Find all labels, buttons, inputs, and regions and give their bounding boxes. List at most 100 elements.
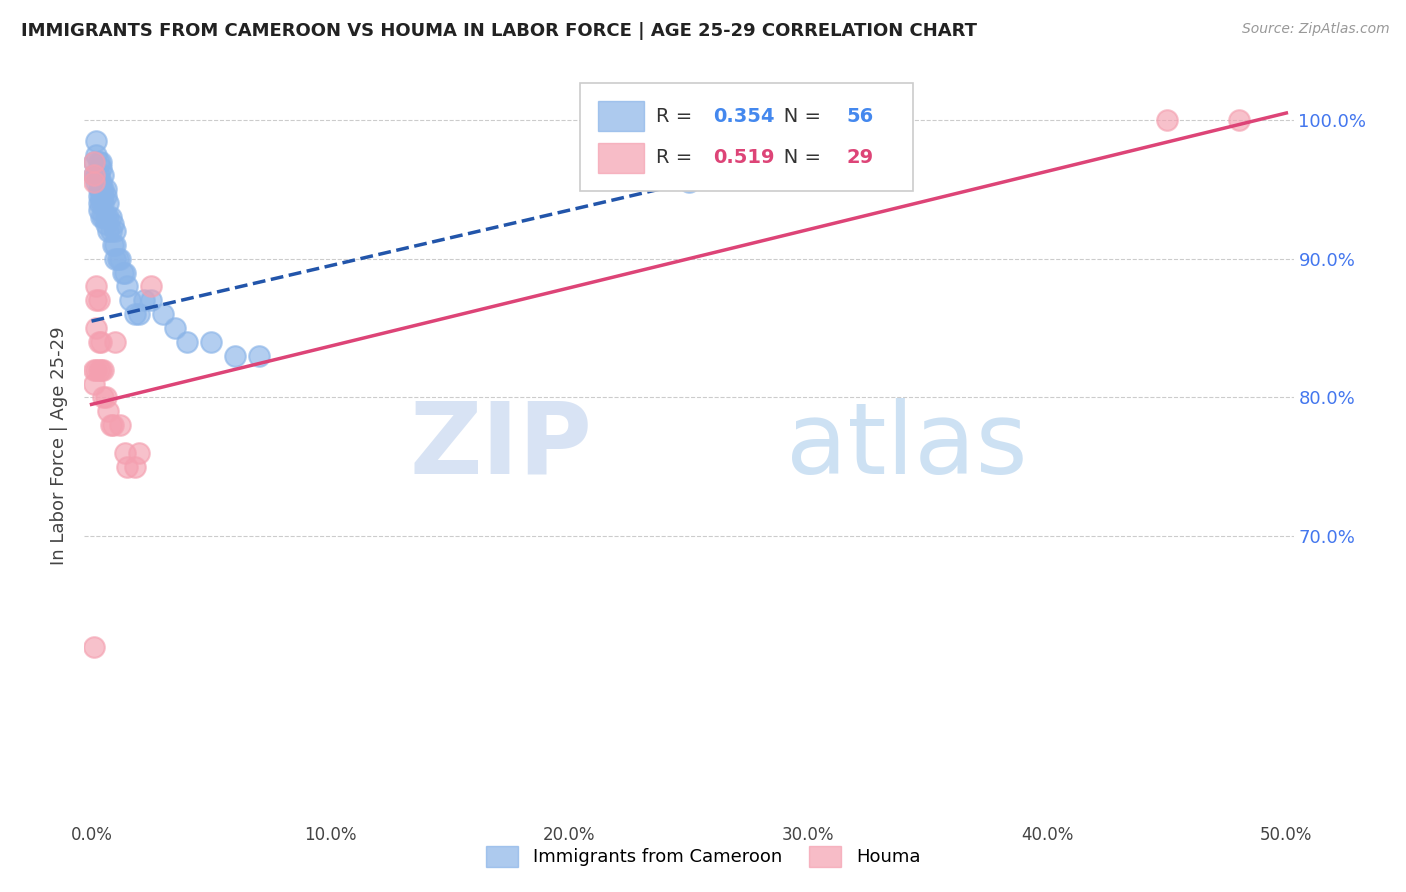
Point	[87, 189, 110, 203]
Point	[93, 210, 115, 224]
Point	[87, 182, 110, 196]
Point	[90, 196, 112, 211]
Point	[176, 334, 198, 349]
Point	[90, 175, 112, 189]
Point	[93, 182, 115, 196]
Point	[90, 182, 112, 196]
Point	[90, 210, 112, 224]
Point	[83, 376, 105, 391]
Point	[104, 237, 127, 252]
Text: 29: 29	[846, 148, 873, 167]
Point	[84, 147, 107, 161]
Point	[100, 418, 122, 433]
Y-axis label: In Labor Force | Age 25-29: In Labor Force | Age 25-29	[51, 326, 69, 566]
Text: atlas: atlas	[786, 398, 1028, 494]
Text: IMMIGRANTS FROM CAMEROON VS HOUMA IN LABOR FORCE | AGE 25-29 CORRELATION CHART: IMMIGRANTS FROM CAMEROON VS HOUMA IN LAB…	[21, 22, 977, 40]
Point	[83, 154, 105, 169]
FancyBboxPatch shape	[581, 83, 912, 191]
Point	[128, 446, 150, 460]
Point	[90, 362, 112, 376]
Point	[83, 175, 105, 189]
Point	[124, 307, 146, 321]
Point	[141, 293, 163, 308]
Point	[94, 391, 117, 405]
Point	[247, 349, 270, 363]
Point	[90, 161, 112, 176]
Text: R =: R =	[657, 148, 699, 167]
Point	[97, 210, 120, 224]
Point	[87, 196, 110, 211]
Point	[118, 293, 141, 308]
Text: N =: N =	[765, 148, 827, 167]
Point	[100, 224, 122, 238]
Point	[104, 334, 127, 349]
Point	[83, 169, 105, 183]
Point	[90, 154, 112, 169]
Text: 0.354: 0.354	[713, 107, 775, 126]
Point	[93, 391, 115, 405]
FancyBboxPatch shape	[599, 143, 644, 172]
Point	[152, 307, 174, 321]
Point	[93, 169, 115, 183]
Point	[678, 175, 700, 189]
Text: Source: ZipAtlas.com: Source: ZipAtlas.com	[1241, 22, 1389, 37]
Point	[83, 154, 105, 169]
Point	[114, 446, 136, 460]
Point	[97, 404, 120, 418]
Point	[1227, 112, 1250, 127]
Point	[84, 169, 107, 183]
Point	[141, 279, 163, 293]
Point	[83, 640, 105, 655]
Text: R =: R =	[657, 107, 699, 126]
Point	[101, 217, 124, 231]
Text: ZIP: ZIP	[409, 398, 592, 494]
Point	[94, 210, 117, 224]
Point	[108, 252, 131, 266]
Point	[94, 217, 117, 231]
Point	[128, 307, 150, 321]
Point	[87, 175, 110, 189]
Point	[87, 169, 110, 183]
Point	[84, 279, 107, 293]
Point	[84, 134, 107, 148]
Point	[111, 266, 134, 280]
Point	[94, 182, 117, 196]
Point	[104, 224, 127, 238]
Point	[93, 196, 115, 211]
Point	[104, 252, 127, 266]
Point	[84, 293, 107, 308]
Point	[132, 293, 155, 308]
Point	[97, 224, 120, 238]
Point	[94, 189, 117, 203]
Point	[1156, 112, 1178, 127]
Point	[84, 321, 107, 335]
Text: N =: N =	[765, 107, 827, 126]
Point	[200, 334, 222, 349]
Point	[93, 362, 115, 376]
Text: 56: 56	[846, 107, 873, 126]
Point	[224, 349, 246, 363]
Point	[84, 362, 107, 376]
Point	[93, 189, 115, 203]
Point	[87, 293, 110, 308]
Point	[107, 252, 129, 266]
Point	[97, 196, 120, 211]
Point	[83, 362, 105, 376]
Point	[90, 334, 112, 349]
Point	[87, 362, 110, 376]
Point	[114, 266, 136, 280]
Legend: Immigrants from Cameroon, Houma: Immigrants from Cameroon, Houma	[478, 838, 928, 874]
Text: 0.519: 0.519	[713, 148, 775, 167]
Point	[84, 175, 107, 189]
Point	[87, 334, 110, 349]
Point	[101, 237, 124, 252]
Point	[117, 459, 139, 474]
Point	[87, 154, 110, 169]
Point	[108, 418, 131, 433]
Point	[87, 203, 110, 218]
Point	[117, 279, 139, 293]
Point	[165, 321, 187, 335]
Point	[101, 418, 124, 433]
FancyBboxPatch shape	[599, 102, 644, 131]
Point	[100, 210, 122, 224]
